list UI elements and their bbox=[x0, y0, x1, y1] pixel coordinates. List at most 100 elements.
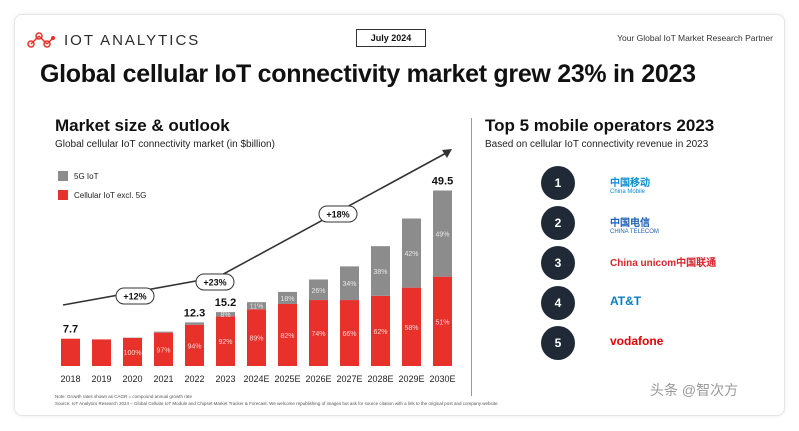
growth-label: +18% bbox=[326, 210, 349, 220]
trend-line bbox=[62, 151, 449, 306]
legend-item-cellular: Cellular IoT excl. 5G bbox=[58, 190, 146, 200]
bar-cellular bbox=[278, 303, 297, 366]
x-tick-label: 2022 bbox=[184, 374, 204, 384]
legend-swatch-cellular bbox=[58, 190, 68, 200]
left-section-title: Market size & outlook bbox=[55, 116, 230, 135]
date-badge: July 2024 bbox=[356, 29, 426, 47]
bar-cellular bbox=[309, 300, 328, 366]
bar-5g bbox=[433, 190, 452, 277]
growth-label-pill bbox=[115, 287, 155, 305]
tagline: Your Global IoT Market Research Partner bbox=[617, 33, 773, 43]
share-label-cellular: 89% bbox=[249, 336, 263, 343]
bar-cellular bbox=[123, 337, 142, 366]
legend-item-5g: 5G IoT bbox=[58, 171, 146, 181]
bar-cellular bbox=[340, 300, 359, 366]
operator-logo: 中国移动 China Mobile bbox=[610, 174, 650, 195]
x-tick-label: 2021 bbox=[153, 374, 173, 384]
operator-logo: vodafone bbox=[610, 334, 663, 348]
bar-cellular bbox=[61, 338, 80, 366]
operator-logo: 中国电信 CHINA TELECOM bbox=[610, 214, 659, 235]
share-label-cellular: 51% bbox=[435, 319, 449, 326]
operator-rank-badge: 4 bbox=[541, 286, 575, 320]
growth-label-pill bbox=[195, 273, 235, 291]
right-section-title: Top 5 mobile operators 2023 bbox=[485, 116, 715, 135]
x-tick-label: 2019 bbox=[91, 374, 111, 384]
chart-note: Note: Growth rates shown as CAGR = compo… bbox=[55, 394, 192, 399]
operator-name: 中国电信 bbox=[610, 218, 650, 229]
share-label-5g: 34% bbox=[342, 281, 356, 288]
operator-logo: China unicom中国联通 bbox=[610, 254, 716, 269]
chart-legend: 5G IoT Cellular IoT excl. 5G bbox=[58, 171, 146, 209]
share-label-cellular: 92% bbox=[218, 339, 232, 346]
bar-cellular bbox=[216, 316, 235, 366]
watermark: 头条 @智次方 bbox=[650, 382, 739, 398]
share-label-cellular: 94% bbox=[187, 343, 201, 350]
brand-logo: IOT ANALYTICS bbox=[26, 30, 200, 50]
bar-total-label: 12.3 bbox=[184, 307, 205, 319]
bar-5g bbox=[216, 312, 235, 317]
share-label-5g: 11% bbox=[250, 304, 264, 311]
operator-rank-badge: 1 bbox=[541, 166, 575, 200]
trend-arrowhead bbox=[442, 149, 452, 158]
bar-5g bbox=[402, 218, 421, 288]
share-label-cellular: 58% bbox=[404, 325, 418, 332]
bar-5g bbox=[309, 279, 328, 301]
bar-cellular bbox=[92, 339, 111, 366]
x-tick-label: 2023 bbox=[215, 374, 235, 384]
share-label-5g: 49% bbox=[435, 232, 449, 239]
share-label-5g: 8% bbox=[220, 312, 230, 319]
share-label-cellular: 82% bbox=[280, 333, 294, 340]
operator-logo: AT&T bbox=[610, 294, 641, 308]
bar-total-label: 15.2 bbox=[215, 297, 236, 309]
growth-label-pill bbox=[318, 205, 358, 223]
logo-text: IOT ANALYTICS bbox=[64, 31, 201, 49]
chart-source: Source: IoT Analytics Research 2024 – Gl… bbox=[55, 401, 499, 406]
left-section-subtitle: Global cellular IoT connectivity market … bbox=[55, 139, 275, 150]
bar-cellular bbox=[371, 295, 390, 366]
bar-cellular bbox=[402, 287, 421, 366]
bar-5g bbox=[154, 331, 173, 333]
operator-name: AT&T bbox=[610, 294, 642, 308]
growth-label: +12% bbox=[123, 292, 146, 302]
page-title: Global cellular IoT connectivity market … bbox=[40, 60, 696, 88]
x-tick-label: 2030E bbox=[429, 374, 455, 384]
operator-name: 中国移动 bbox=[610, 178, 650, 189]
share-label-5g: 18% bbox=[280, 296, 294, 303]
share-label-5g: 42% bbox=[404, 251, 418, 258]
x-tick-label: 2029E bbox=[398, 374, 424, 384]
network-nodes-icon bbox=[26, 30, 56, 50]
operator-subname: CHINA TELECOM bbox=[610, 229, 659, 235]
operator-name: China unicom中国联通 bbox=[610, 258, 717, 269]
operator-subname: China Mobile bbox=[610, 189, 646, 195]
slide-frame bbox=[14, 14, 785, 416]
bar-cellular bbox=[433, 276, 452, 366]
share-label-cellular: 100% bbox=[124, 350, 142, 357]
section-divider bbox=[471, 118, 472, 396]
x-tick-label: 2020 bbox=[122, 374, 142, 384]
operator-rank-badge: 5 bbox=[541, 326, 575, 360]
x-tick-label: 2025E bbox=[274, 374, 300, 384]
bar-total-label: 49.5 bbox=[432, 176, 453, 188]
bar-5g bbox=[247, 302, 266, 310]
x-tick-label: 2028E bbox=[367, 374, 393, 384]
x-tick-label: 2024E bbox=[243, 374, 269, 384]
operator-name: vodafone bbox=[610, 334, 664, 348]
x-tick-label: 2018 bbox=[60, 374, 80, 384]
share-label-5g: 26% bbox=[311, 288, 325, 295]
bar-total-label: 7.7 bbox=[63, 324, 78, 336]
bar-5g bbox=[278, 291, 297, 304]
bar-cellular bbox=[247, 309, 266, 366]
share-label-cellular: 74% bbox=[311, 331, 325, 338]
bar-cellular bbox=[154, 332, 173, 366]
growth-label: +23% bbox=[203, 278, 226, 288]
bar-5g bbox=[371, 246, 390, 296]
operator-rank-badge: 3 bbox=[541, 246, 575, 280]
bar-cellular bbox=[185, 324, 204, 366]
bar-5g bbox=[340, 266, 359, 301]
legend-label-cellular: Cellular IoT excl. 5G bbox=[74, 190, 147, 200]
operator-rank-badge: 2 bbox=[541, 206, 575, 240]
right-section-subtitle: Based on cellular IoT connectivity reven… bbox=[485, 139, 709, 150]
share-label-5g: 38% bbox=[373, 269, 387, 276]
x-tick-label: 2027E bbox=[336, 374, 362, 384]
